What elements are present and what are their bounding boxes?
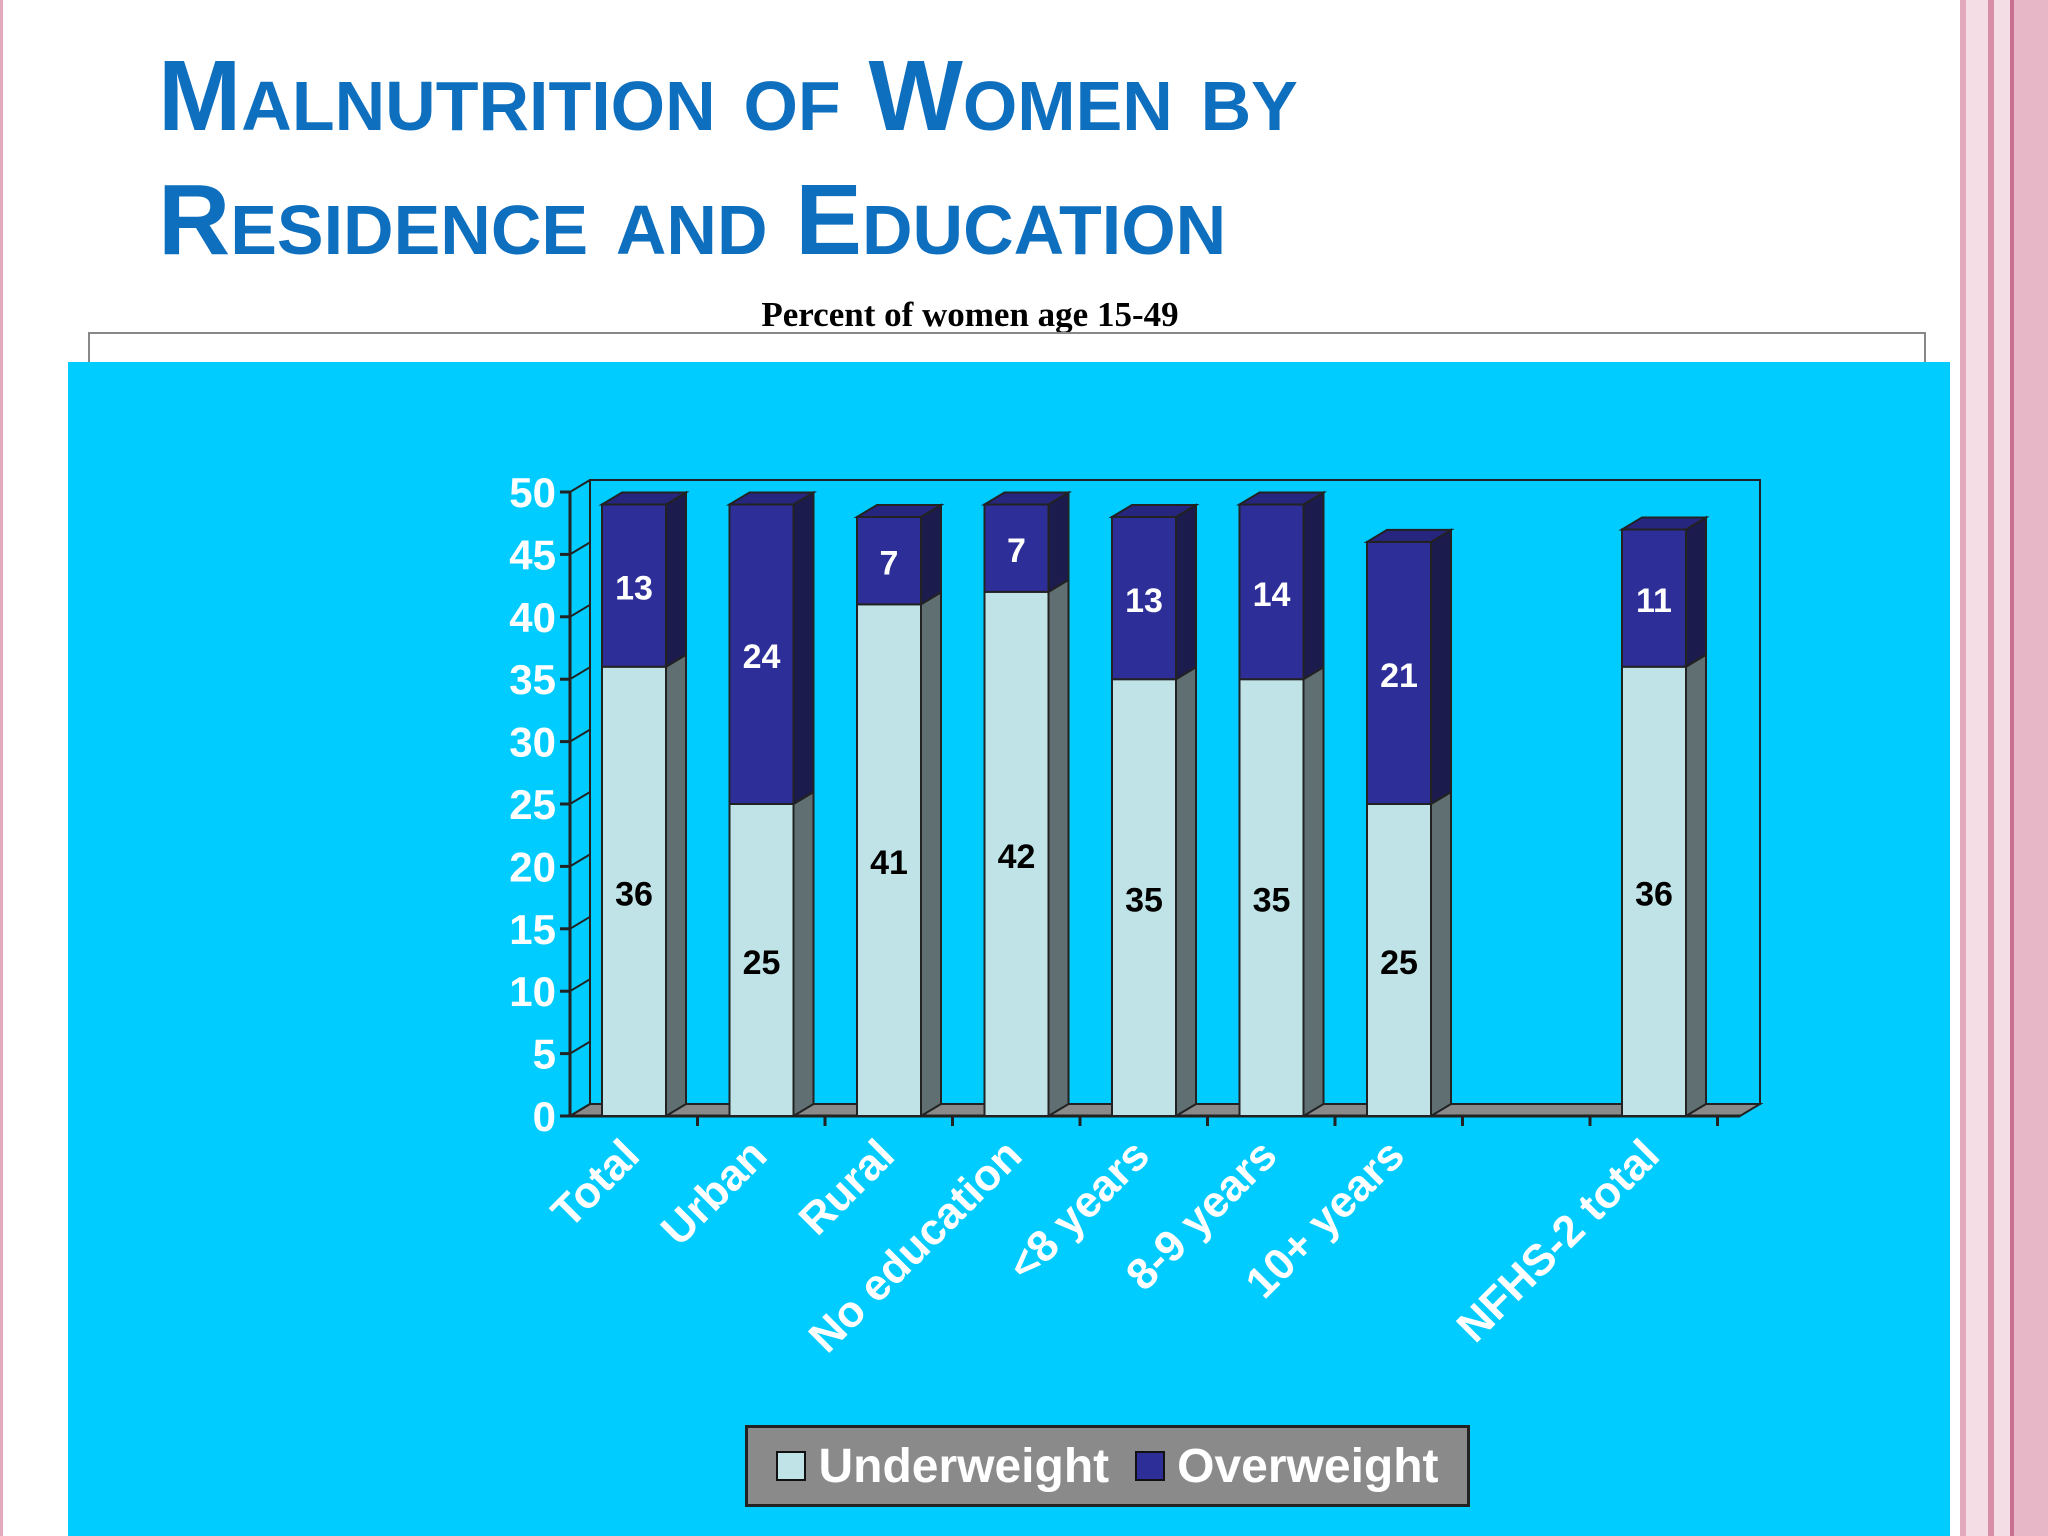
data-label-overweight: 11: [1636, 582, 1672, 620]
legend-swatch-underweight: [776, 1451, 807, 1481]
y-tick-depth: [569, 853, 591, 868]
bar-overweight: [856, 515, 922, 606]
bar-overweight-side: [665, 490, 687, 669]
y-tick-depth: [569, 666, 591, 681]
x-category-label: Rural: [790, 1130, 904, 1244]
data-label-overweight: 21: [1380, 657, 1418, 695]
y-tick-label: 5: [533, 1031, 556, 1078]
chart-title: Percent of women age 15-49: [761, 295, 1179, 334]
bar-overweight: [728, 503, 795, 805]
y-tick-label: 30: [509, 719, 556, 766]
y-tick-depth: [569, 479, 591, 493]
data-label-underweight: 35: [1253, 882, 1291, 920]
y-tick-label: 0: [533, 1093, 556, 1140]
y-tick-depth: [569, 541, 591, 556]
bar-overweight-side: [1430, 528, 1452, 806]
data-label-underweight: 35: [1125, 882, 1163, 920]
y-tick-depth: [569, 978, 591, 993]
legend-item-underweight: Underweight: [776, 1439, 1109, 1494]
title-line-1: Malnutrition of Women by: [158, 40, 1298, 152]
data-label-underweight: 25: [1380, 944, 1418, 982]
legend-item-overweight: Overweight: [1135, 1439, 1439, 1494]
bar-underweight-side: [1175, 665, 1197, 1118]
data-label-underweight: 36: [1635, 875, 1673, 913]
data-label-underweight: 25: [743, 944, 781, 982]
data-label-overweight: 13: [615, 570, 653, 608]
y-tick-depth: [569, 1040, 591, 1055]
x-category-label: Urban: [652, 1130, 777, 1255]
bar-underweight: [601, 665, 667, 1117]
legend-label-underweight: Underweight: [818, 1439, 1110, 1493]
chart-title-frame: [88, 332, 1926, 382]
bar-overweight-side: [1302, 490, 1325, 681]
y-tick-label: 50: [509, 469, 556, 516]
slide-title: Malnutrition of Women by Residence and E…: [158, 34, 1858, 282]
bar-overweight-side: [792, 490, 815, 806]
x-category-label: Total: [542, 1130, 649, 1237]
bar-overweight-top: [598, 491, 690, 506]
y-tick-label: 45: [509, 531, 556, 578]
stacked-bar-chart: 0 5 10 15 20 25 30 35 40 45 50 36 13 Total 25 24 Urban 41…: [509, 469, 1764, 1362]
bar-overweight-side: [1175, 503, 1197, 681]
bar-overweight-top: [1235, 491, 1328, 506]
data-label-underweight: 41: [870, 844, 908, 882]
y-tick-depth: [569, 791, 591, 805]
bar-underweight-side: [1047, 578, 1070, 1118]
data-label-overweight: 24: [743, 638, 781, 676]
chart-legend: Underweight Overweight: [745, 1425, 1470, 1507]
y-tick-label: 35: [509, 656, 556, 703]
bar-overweight: [1111, 515, 1177, 681]
bar-underweight-side: [1430, 790, 1452, 1118]
bar-overweight-side: [1685, 515, 1707, 669]
slide-right-border: [1960, 0, 2048, 1536]
data-label-underweight: 42: [998, 838, 1036, 876]
y-tick-label: 25: [509, 781, 556, 828]
bar-underweight-side: [920, 590, 942, 1118]
bar-overweight-side: [920, 503, 942, 607]
bar-overweight-top: [1108, 503, 1200, 518]
y-tick-label: 15: [509, 906, 556, 953]
title-line-2: Residence and Education: [158, 164, 1227, 276]
bar-overweight: [1238, 503, 1305, 681]
data-label-underweight: 36: [615, 875, 653, 913]
bar-underweight-side: [665, 652, 687, 1118]
x-category-label: NFHS-2 total: [1447, 1130, 1668, 1351]
bar-overweight: [1621, 528, 1687, 668]
y-tick-depth: [569, 915, 591, 930]
chart-panel: 0 5 10 15 20 25 30 35 40 45 50 36 13 Total 25 24 Urban 41…: [68, 362, 1950, 1536]
bar-underweight-side: [1302, 665, 1325, 1118]
bar-underweight: [728, 803, 795, 1117]
slide-left-border: [0, 0, 3, 1536]
y-tick-label: 20: [509, 843, 556, 890]
bar-overweight-top: [1363, 528, 1455, 543]
bar-underweight: [1111, 678, 1177, 1117]
legend-label-overweight: Overweight: [1177, 1439, 1439, 1493]
bar-underweight-side: [1685, 652, 1707, 1118]
data-label-overweight: 7: [880, 545, 899, 583]
bar-underweight: [983, 590, 1050, 1117]
data-label-overweight: 14: [1253, 576, 1291, 614]
data-label-overweight: 13: [1125, 582, 1163, 620]
legend-swatch-overweight: [1135, 1451, 1166, 1481]
y-tick-label: 40: [509, 594, 556, 641]
y-tick-depth: [569, 1103, 591, 1117]
bar-overweight-side: [1047, 490, 1070, 594]
bar-overweight-top: [1618, 516, 1710, 531]
bar-underweight: [856, 603, 922, 1117]
y-tick-depth: [569, 728, 591, 743]
y-tick-label: 10: [509, 968, 556, 1015]
bar-underweight-side: [792, 790, 815, 1118]
y-tick-depth: [569, 603, 591, 618]
bar-overweight-top: [980, 491, 1073, 506]
bar-overweight-top: [725, 491, 818, 506]
bar-overweight: [983, 503, 1050, 593]
data-label-overweight: 7: [1007, 532, 1026, 570]
bar-overweight-top: [853, 503, 945, 518]
